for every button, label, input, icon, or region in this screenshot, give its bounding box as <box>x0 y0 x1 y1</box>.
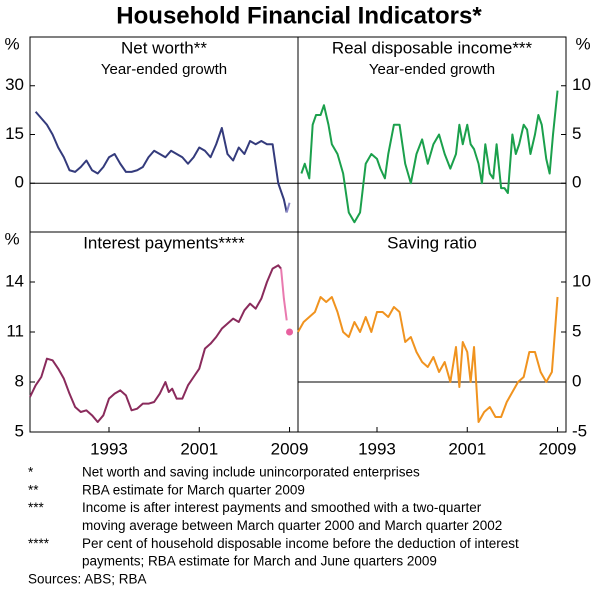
unit-label: % <box>4 34 19 53</box>
unit-label: % <box>575 34 590 53</box>
footnote-text: Net worth and saving include unincorpora… <box>82 465 420 480</box>
y-tick-label: 10 <box>572 75 591 94</box>
line <box>29 264 282 423</box>
footnote-marker: *** <box>28 500 45 515</box>
footnote-text: Per cent of household disposable income … <box>82 536 519 551</box>
panel-subtitle: Year-ended growth <box>369 61 495 78</box>
panel-subtitle: Year-ended growth <box>101 61 227 78</box>
y-tick-label: 0 <box>15 173 24 192</box>
y-tick-label: 11 <box>6 321 24 340</box>
panel-title: Saving ratio <box>387 233 477 252</box>
unit-label: % <box>4 229 19 248</box>
line <box>285 202 291 213</box>
footnote-text: RBA estimate for March quarter 2009 <box>82 482 305 497</box>
footnote-marker: * <box>28 465 34 480</box>
x-tick-label: 2001 <box>180 439 218 458</box>
x-tick-label: 2009 <box>539 439 577 458</box>
line <box>280 268 288 321</box>
marker <box>286 328 294 336</box>
y-tick-label: 30 <box>5 75 24 94</box>
line <box>34 111 288 213</box>
page-title: Household Financial Indicators* <box>116 2 482 29</box>
y-tick-label: 5 <box>572 321 581 340</box>
line <box>297 296 559 423</box>
y-tick-label: 15 <box>5 124 24 143</box>
panel-title: Net worth** <box>121 38 207 57</box>
footnote-marker: ** <box>28 482 39 497</box>
x-tick-label: 2001 <box>448 439 486 458</box>
footnote-marker: **** <box>28 536 50 551</box>
footnote-text: payments; RBA estimate for March and Jun… <box>82 554 437 569</box>
x-tick-label: 2009 <box>271 439 309 458</box>
y-tick-label: 0 <box>572 371 581 390</box>
footnote-text: Income is after interest payments and sm… <box>82 500 482 515</box>
line <box>300 90 559 224</box>
y-tick-label: 0 <box>572 173 581 192</box>
footnote-text: moving average between March quarter 200… <box>82 518 502 533</box>
y-tick-label: 8 <box>15 371 24 390</box>
x-tick-label: 1993 <box>90 439 128 458</box>
y-tick-label: 10 <box>572 271 591 290</box>
y-tick-label: 5 <box>572 124 581 143</box>
y-tick-label: -5 <box>572 421 587 440</box>
panel-title: Real disposable income*** <box>332 38 533 57</box>
sources: Sources: ABS; RBA <box>28 571 147 586</box>
y-tick-label: 14 <box>5 271 24 290</box>
panel-title: Interest payments**** <box>83 233 245 252</box>
x-tick-label: 1993 <box>358 439 396 458</box>
y-tick-label: 5 <box>15 421 24 440</box>
